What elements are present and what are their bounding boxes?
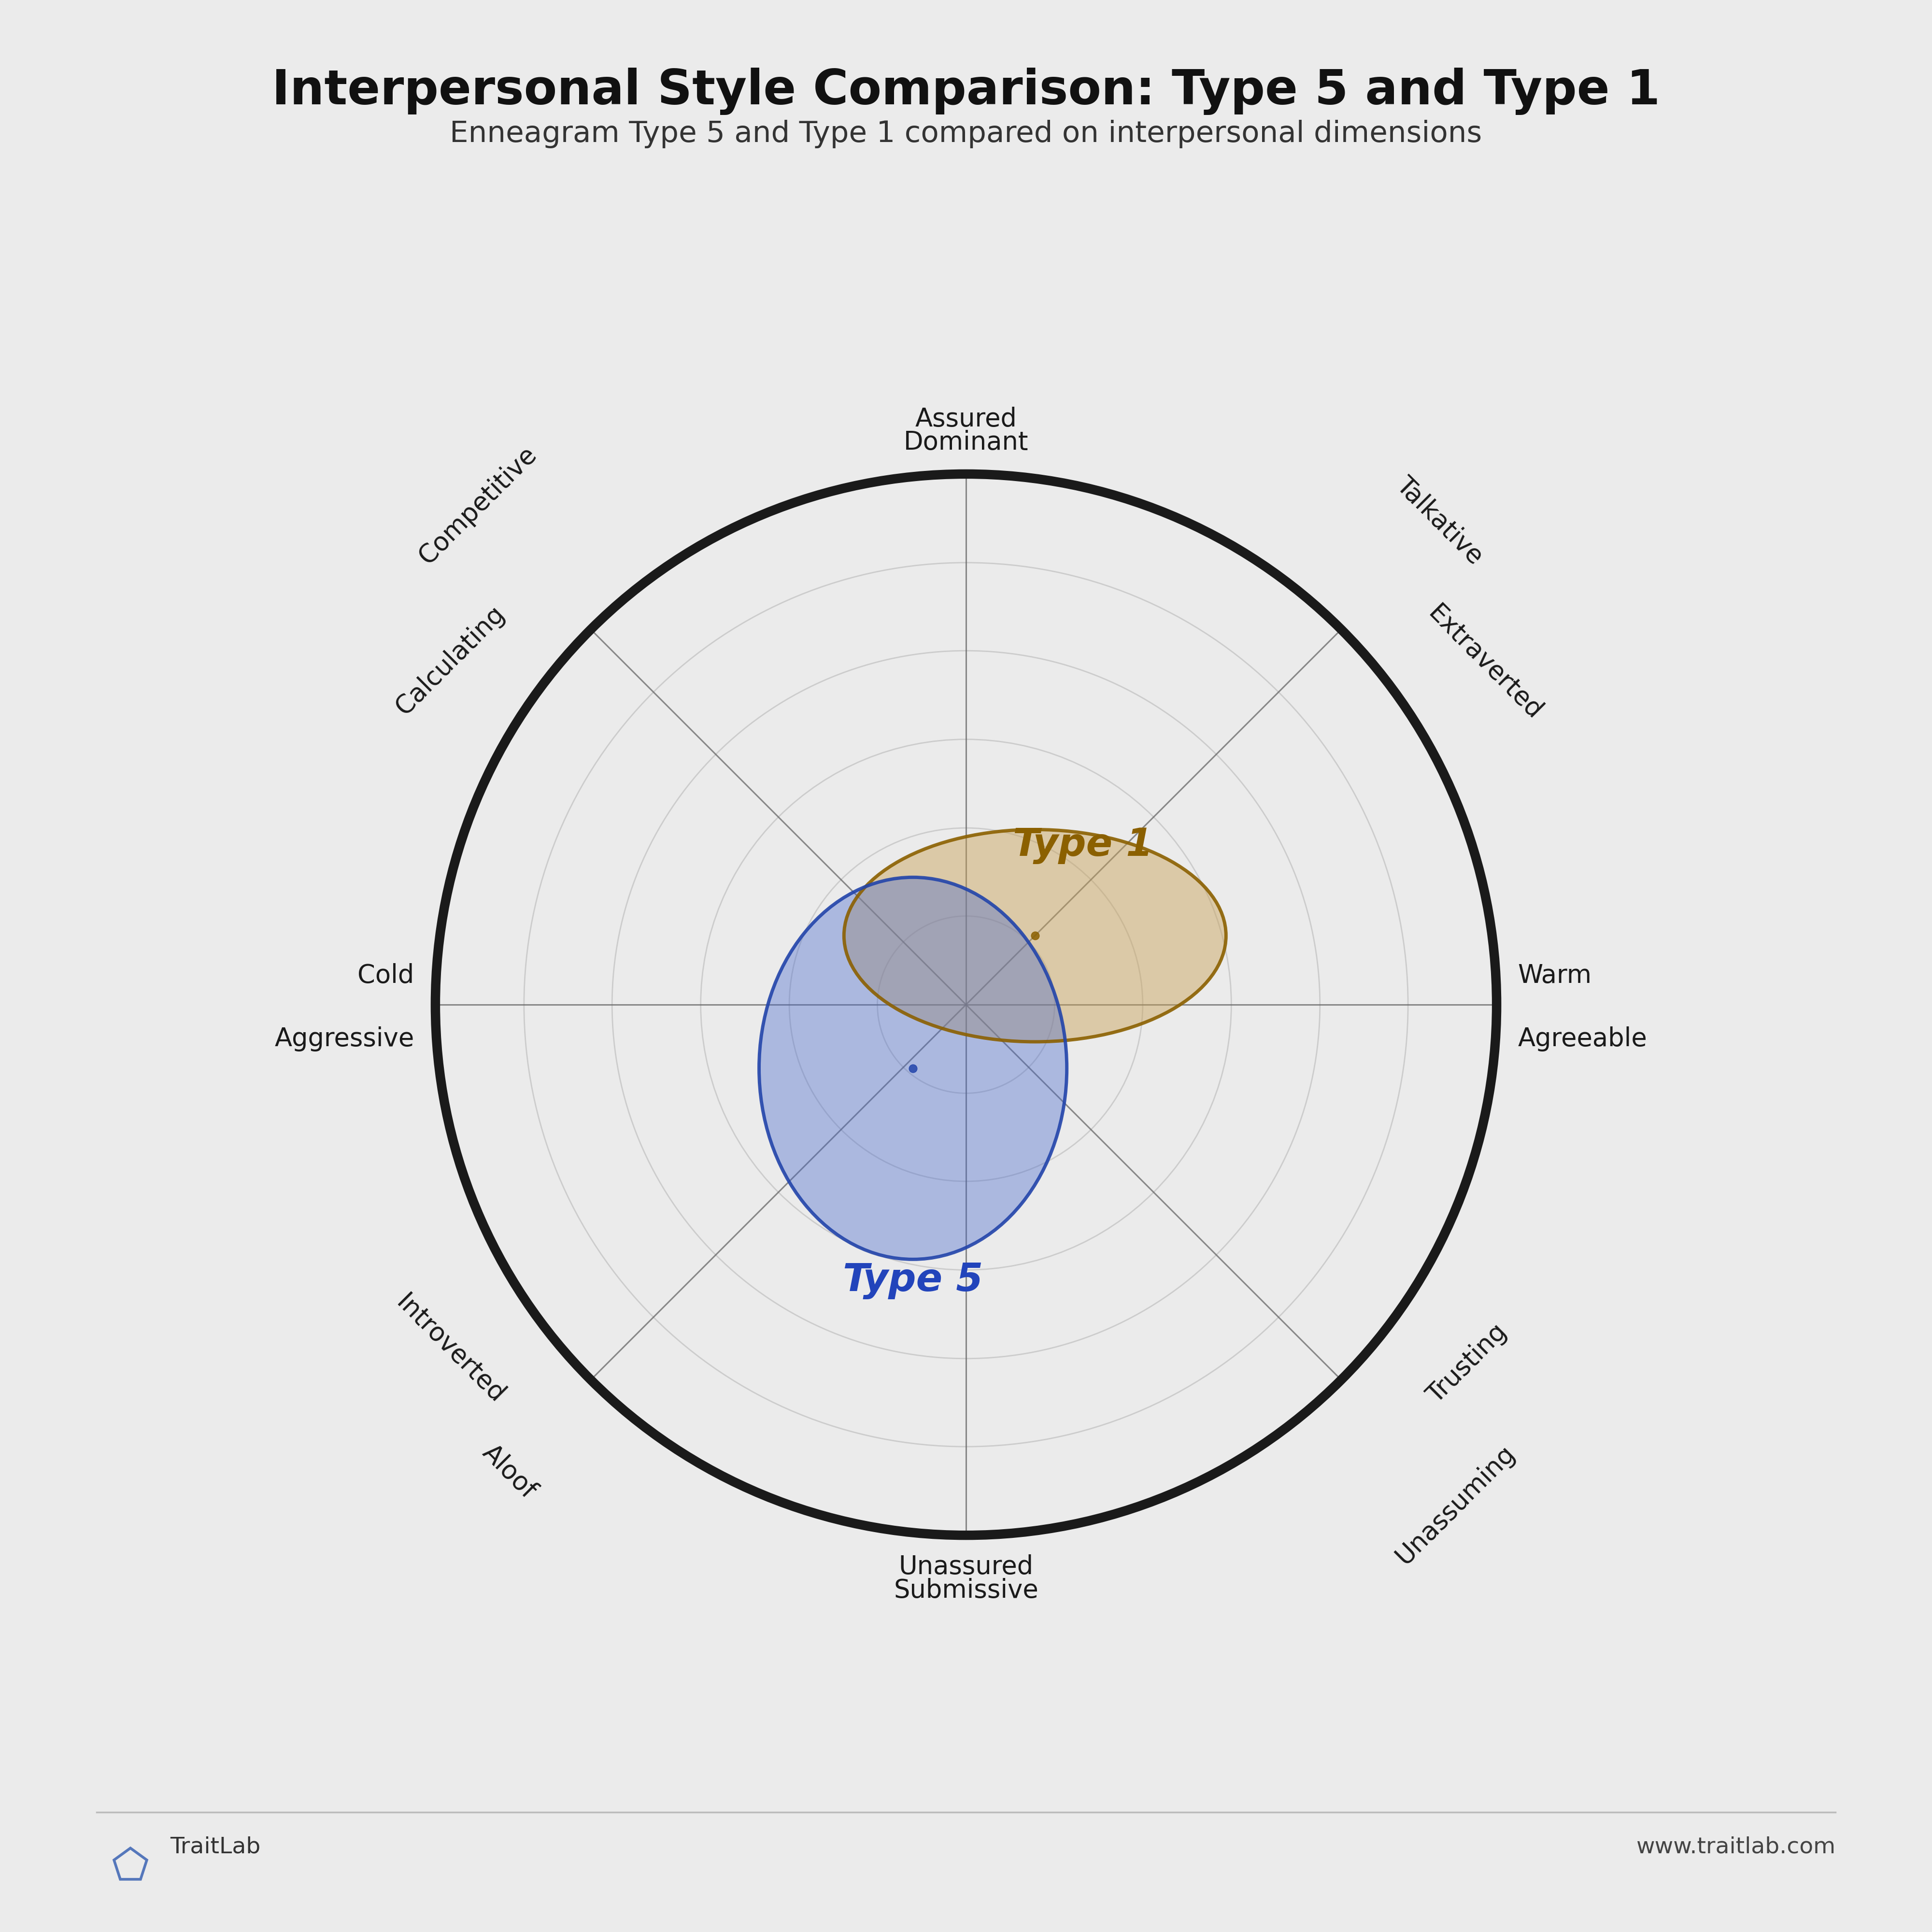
Text: Dominant: Dominant <box>904 429 1028 454</box>
Text: Calculating: Calculating <box>390 601 510 719</box>
Text: Aloof: Aloof <box>477 1439 541 1503</box>
Text: Type 5: Type 5 <box>842 1262 983 1300</box>
Text: Introverted: Introverted <box>390 1291 510 1408</box>
Text: Type 1: Type 1 <box>1012 827 1153 864</box>
Text: Extraverted: Extraverted <box>1422 601 1548 724</box>
Text: TraitLab: TraitLab <box>170 1835 261 1859</box>
Text: Trusting: Trusting <box>1422 1320 1513 1408</box>
Text: Unassured: Unassured <box>898 1555 1034 1580</box>
Text: Assured: Assured <box>916 406 1016 431</box>
Text: Talkative: Talkative <box>1391 471 1488 570</box>
Ellipse shape <box>844 829 1227 1041</box>
Text: Aggressive: Aggressive <box>274 1026 413 1051</box>
Text: Unassuming: Unassuming <box>1391 1439 1520 1569</box>
Text: Interpersonal Style Comparison: Type 5 and Type 1: Interpersonal Style Comparison: Type 5 a… <box>272 68 1660 116</box>
Text: Cold: Cold <box>357 962 413 987</box>
Ellipse shape <box>759 877 1066 1260</box>
Text: www.traitlab.com: www.traitlab.com <box>1636 1835 1835 1859</box>
Text: Enneagram Type 5 and Type 1 compared on interpersonal dimensions: Enneagram Type 5 and Type 1 compared on … <box>450 120 1482 149</box>
Text: Warm: Warm <box>1519 962 1592 987</box>
Text: Competitive: Competitive <box>413 442 541 570</box>
Text: Submissive: Submissive <box>895 1578 1037 1604</box>
Text: Agreeable: Agreeable <box>1519 1026 1648 1051</box>
